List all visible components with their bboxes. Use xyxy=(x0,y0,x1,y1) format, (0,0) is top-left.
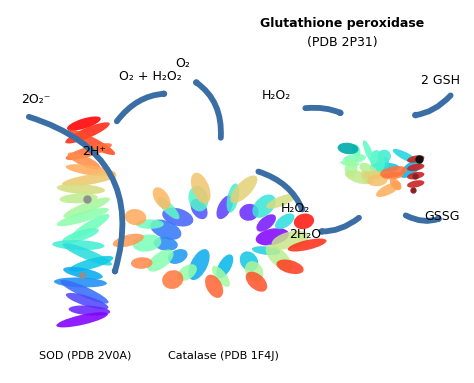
Ellipse shape xyxy=(188,186,209,211)
Ellipse shape xyxy=(60,280,109,304)
Ellipse shape xyxy=(407,164,424,171)
Ellipse shape xyxy=(252,246,281,255)
Ellipse shape xyxy=(255,228,289,246)
Text: O₂: O₂ xyxy=(176,57,191,70)
Ellipse shape xyxy=(265,244,292,272)
Ellipse shape xyxy=(63,198,110,218)
Ellipse shape xyxy=(256,214,276,232)
Ellipse shape xyxy=(345,160,357,177)
Ellipse shape xyxy=(245,261,264,281)
Ellipse shape xyxy=(162,270,183,289)
Ellipse shape xyxy=(352,144,360,157)
Ellipse shape xyxy=(378,150,391,162)
Ellipse shape xyxy=(68,152,100,170)
Ellipse shape xyxy=(131,257,153,269)
Ellipse shape xyxy=(162,208,193,226)
Ellipse shape xyxy=(60,193,98,203)
Ellipse shape xyxy=(177,264,197,281)
Ellipse shape xyxy=(136,219,164,229)
Ellipse shape xyxy=(239,204,259,221)
Text: H₂O₂: H₂O₂ xyxy=(281,202,310,215)
Ellipse shape xyxy=(382,172,403,179)
Ellipse shape xyxy=(370,163,400,172)
Ellipse shape xyxy=(56,208,109,226)
Text: 2O₂⁻: 2O₂⁻ xyxy=(21,93,51,106)
Ellipse shape xyxy=(390,178,401,190)
Ellipse shape xyxy=(252,195,276,218)
Ellipse shape xyxy=(67,116,101,131)
Text: 2H₂O: 2H₂O xyxy=(289,228,321,241)
Ellipse shape xyxy=(266,194,296,209)
Text: SOD (PDB 2V0A): SOD (PDB 2V0A) xyxy=(38,351,131,361)
Ellipse shape xyxy=(400,160,421,178)
Ellipse shape xyxy=(65,122,110,144)
Text: (PDB 2P31): (PDB 2P31) xyxy=(307,36,378,49)
Ellipse shape xyxy=(66,293,109,309)
Ellipse shape xyxy=(407,172,424,179)
Ellipse shape xyxy=(153,187,171,209)
Ellipse shape xyxy=(68,129,115,155)
Ellipse shape xyxy=(54,277,107,287)
Ellipse shape xyxy=(62,228,99,243)
Ellipse shape xyxy=(276,260,304,274)
Ellipse shape xyxy=(147,249,173,272)
Ellipse shape xyxy=(191,173,210,204)
Ellipse shape xyxy=(113,234,144,247)
Ellipse shape xyxy=(375,157,389,173)
Ellipse shape xyxy=(56,312,108,327)
Ellipse shape xyxy=(150,219,182,240)
Ellipse shape xyxy=(52,240,104,250)
Ellipse shape xyxy=(272,231,309,249)
Ellipse shape xyxy=(189,249,210,280)
Ellipse shape xyxy=(205,275,223,298)
Ellipse shape xyxy=(216,254,233,278)
Text: Catalase (PDB 1F4J): Catalase (PDB 1F4J) xyxy=(167,351,278,361)
Ellipse shape xyxy=(71,214,109,239)
Ellipse shape xyxy=(294,214,314,229)
Ellipse shape xyxy=(230,175,257,203)
Ellipse shape xyxy=(212,266,230,287)
Text: 2 GSH: 2 GSH xyxy=(420,74,459,87)
Ellipse shape xyxy=(393,149,419,164)
Ellipse shape xyxy=(345,170,373,184)
Ellipse shape xyxy=(363,140,374,164)
Ellipse shape xyxy=(370,150,385,172)
Ellipse shape xyxy=(227,183,239,213)
Ellipse shape xyxy=(69,305,110,316)
Ellipse shape xyxy=(240,251,258,271)
Ellipse shape xyxy=(65,143,112,160)
Ellipse shape xyxy=(376,182,401,197)
Text: GSSG: GSSG xyxy=(424,210,459,223)
Ellipse shape xyxy=(359,163,379,178)
Text: H₂O₂: H₂O₂ xyxy=(262,89,291,102)
Ellipse shape xyxy=(343,154,366,163)
Ellipse shape xyxy=(363,171,386,179)
Ellipse shape xyxy=(63,243,112,266)
Ellipse shape xyxy=(337,143,358,154)
Ellipse shape xyxy=(340,160,359,166)
Ellipse shape xyxy=(246,272,267,292)
Ellipse shape xyxy=(288,239,327,252)
Ellipse shape xyxy=(133,234,161,252)
Ellipse shape xyxy=(367,174,388,186)
Ellipse shape xyxy=(69,256,113,272)
Text: Glutathione peroxidase: Glutathione peroxidase xyxy=(260,17,425,30)
Ellipse shape xyxy=(154,237,178,251)
Ellipse shape xyxy=(275,213,294,229)
Ellipse shape xyxy=(191,199,208,219)
Ellipse shape xyxy=(62,173,117,186)
Ellipse shape xyxy=(380,166,407,178)
Ellipse shape xyxy=(125,209,146,225)
Ellipse shape xyxy=(66,164,116,176)
Ellipse shape xyxy=(361,170,374,184)
Ellipse shape xyxy=(168,249,188,264)
Ellipse shape xyxy=(63,267,103,279)
Ellipse shape xyxy=(57,184,105,194)
Ellipse shape xyxy=(407,155,424,163)
Text: 2H⁺: 2H⁺ xyxy=(82,146,106,158)
Ellipse shape xyxy=(217,195,233,219)
Ellipse shape xyxy=(407,180,424,188)
Ellipse shape xyxy=(157,197,180,219)
Text: O₂ + H₂O₂: O₂ + H₂O₂ xyxy=(119,70,182,83)
